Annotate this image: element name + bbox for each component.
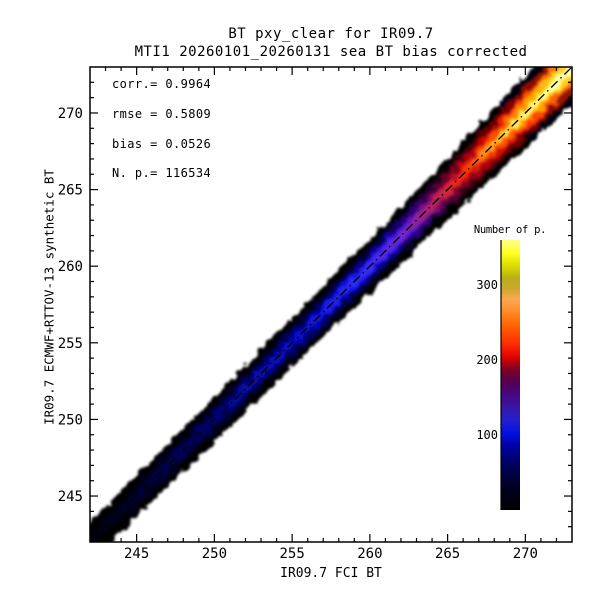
colorbar-tick-label: 100	[476, 428, 498, 442]
y-axis-label: IR09.7 ECMWF+RTTOV-13 synthetic BT	[41, 169, 57, 425]
colorbar-tick-label: 200	[476, 353, 498, 367]
stat-n-points: N. p.= 116534	[112, 166, 212, 180]
x-tick-label: 245	[124, 546, 149, 562]
plot-frame	[89, 66, 573, 543]
x-tick-label: 260	[357, 546, 382, 562]
x-tick-label: 255	[279, 546, 304, 562]
colorbar-title: Number of p.	[473, 224, 547, 236]
y-tick-label: 250	[58, 412, 83, 428]
stat-corr: corr.= 0.9964	[112, 77, 212, 91]
x-tick-label: 250	[202, 546, 227, 562]
x-tick-label: 265	[435, 546, 460, 562]
y-tick-label: 255	[58, 336, 83, 352]
title-block: BT pxy_clear for IR09.7 MTI1 20260101_20…	[90, 0, 572, 60]
stat-rmse: rmse = 0.5809	[112, 107, 212, 121]
tick-labels: 245 245 250 250 255 255 260 260 265 265 270 270	[58, 106, 538, 562]
identity-line	[90, 67, 572, 542]
y-tick-label: 260	[58, 259, 83, 275]
y-tick-label: 245	[58, 489, 83, 505]
axis-ticks	[90, 67, 572, 542]
colorbar	[501, 240, 520, 510]
y-tick-label: 270	[58, 106, 83, 122]
identity-line-group	[90, 67, 572, 542]
stat-bias: bias = 0.0526	[112, 137, 212, 151]
y-tick-label: 265	[58, 183, 83, 199]
chart-subtitle: MTI1 20260101_20260131 sea BT bias corre…	[134, 44, 528, 60]
x-tick-label: 270	[513, 546, 538, 562]
chart-title: BT pxy_clear for IR09.7	[228, 26, 434, 42]
colorbar-labels: 100 200 300	[476, 278, 498, 442]
colorbar-tick-label: 300	[476, 278, 498, 292]
x-axis-label: IR09.7 FCI BT	[280, 566, 382, 581]
